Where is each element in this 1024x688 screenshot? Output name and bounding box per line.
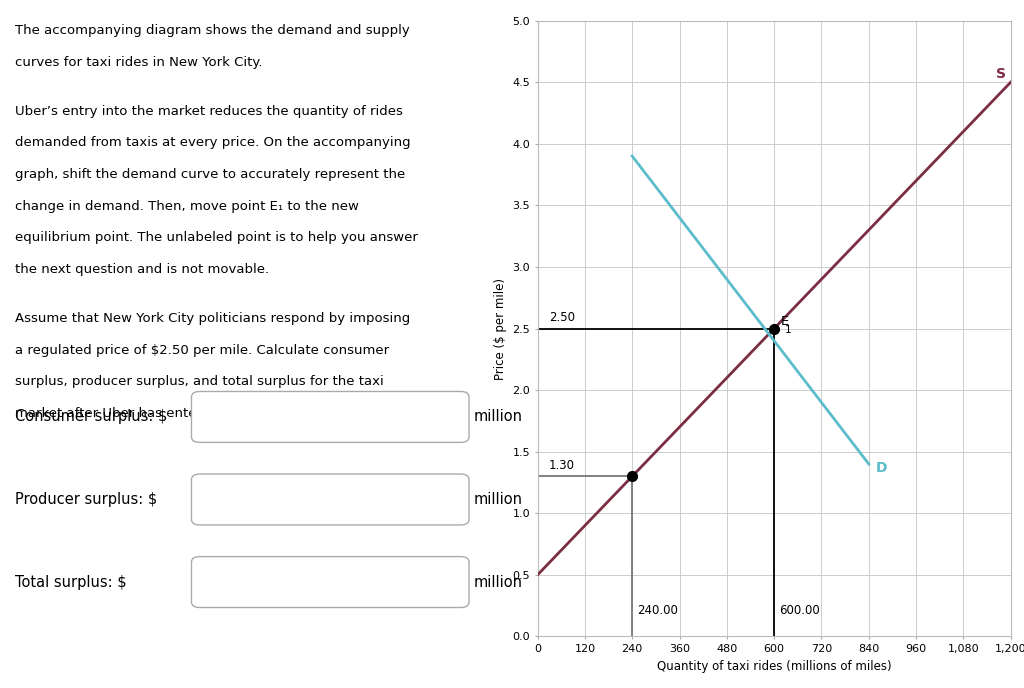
X-axis label: Quantity of taxi rides (millions of miles): Quantity of taxi rides (millions of mile… — [656, 660, 892, 673]
Text: curves for taxi rides in New York City.: curves for taxi rides in New York City. — [15, 56, 263, 69]
Text: change in demand. Then, move point E₁ to the new: change in demand. Then, move point E₁ to… — [15, 200, 359, 213]
Text: Producer surplus: $: Producer surplus: $ — [15, 492, 158, 507]
Text: demanded from taxis at every price. On the accompanying: demanded from taxis at every price. On t… — [15, 136, 411, 149]
Text: 1.30: 1.30 — [549, 459, 574, 472]
Text: the next question and is not movable.: the next question and is not movable. — [15, 263, 269, 276]
Text: 600.00: 600.00 — [779, 604, 819, 617]
Y-axis label: Price ($ per mile): Price ($ per mile) — [494, 277, 507, 380]
Text: surplus, producer surplus, and total surplus for the taxi: surplus, producer surplus, and total sur… — [15, 376, 384, 388]
Text: Total surplus: $: Total surplus: $ — [15, 574, 127, 590]
Text: D: D — [876, 461, 888, 475]
Text: million: million — [474, 492, 523, 507]
Text: Assume that New York City politicians respond by imposing: Assume that New York City politicians re… — [15, 312, 411, 325]
Text: E: E — [780, 315, 788, 327]
Text: graph, shift the demand curve to accurately represent the: graph, shift the demand curve to accurat… — [15, 168, 406, 181]
Text: equilibrium point. The unlabeled point is to help you answer: equilibrium point. The unlabeled point i… — [15, 231, 418, 244]
Text: 240.00: 240.00 — [637, 604, 678, 617]
Text: 2.50: 2.50 — [549, 311, 574, 324]
Text: 1: 1 — [785, 325, 792, 336]
Text: S: S — [996, 67, 1006, 81]
Text: million: million — [474, 574, 523, 590]
Text: Uber’s entry into the market reduces the quantity of rides: Uber’s entry into the market reduces the… — [15, 105, 403, 118]
Text: million: million — [474, 409, 523, 424]
Text: The accompanying diagram shows the demand and supply: The accompanying diagram shows the deman… — [15, 24, 410, 37]
Text: a regulated price of $2.50 per mile. Calculate consumer: a regulated price of $2.50 per mile. Cal… — [15, 344, 389, 356]
Text: Consumer surplus: $: Consumer surplus: $ — [15, 409, 168, 424]
Text: market after Uber has entered the market.: market after Uber has entered the market… — [15, 407, 301, 420]
